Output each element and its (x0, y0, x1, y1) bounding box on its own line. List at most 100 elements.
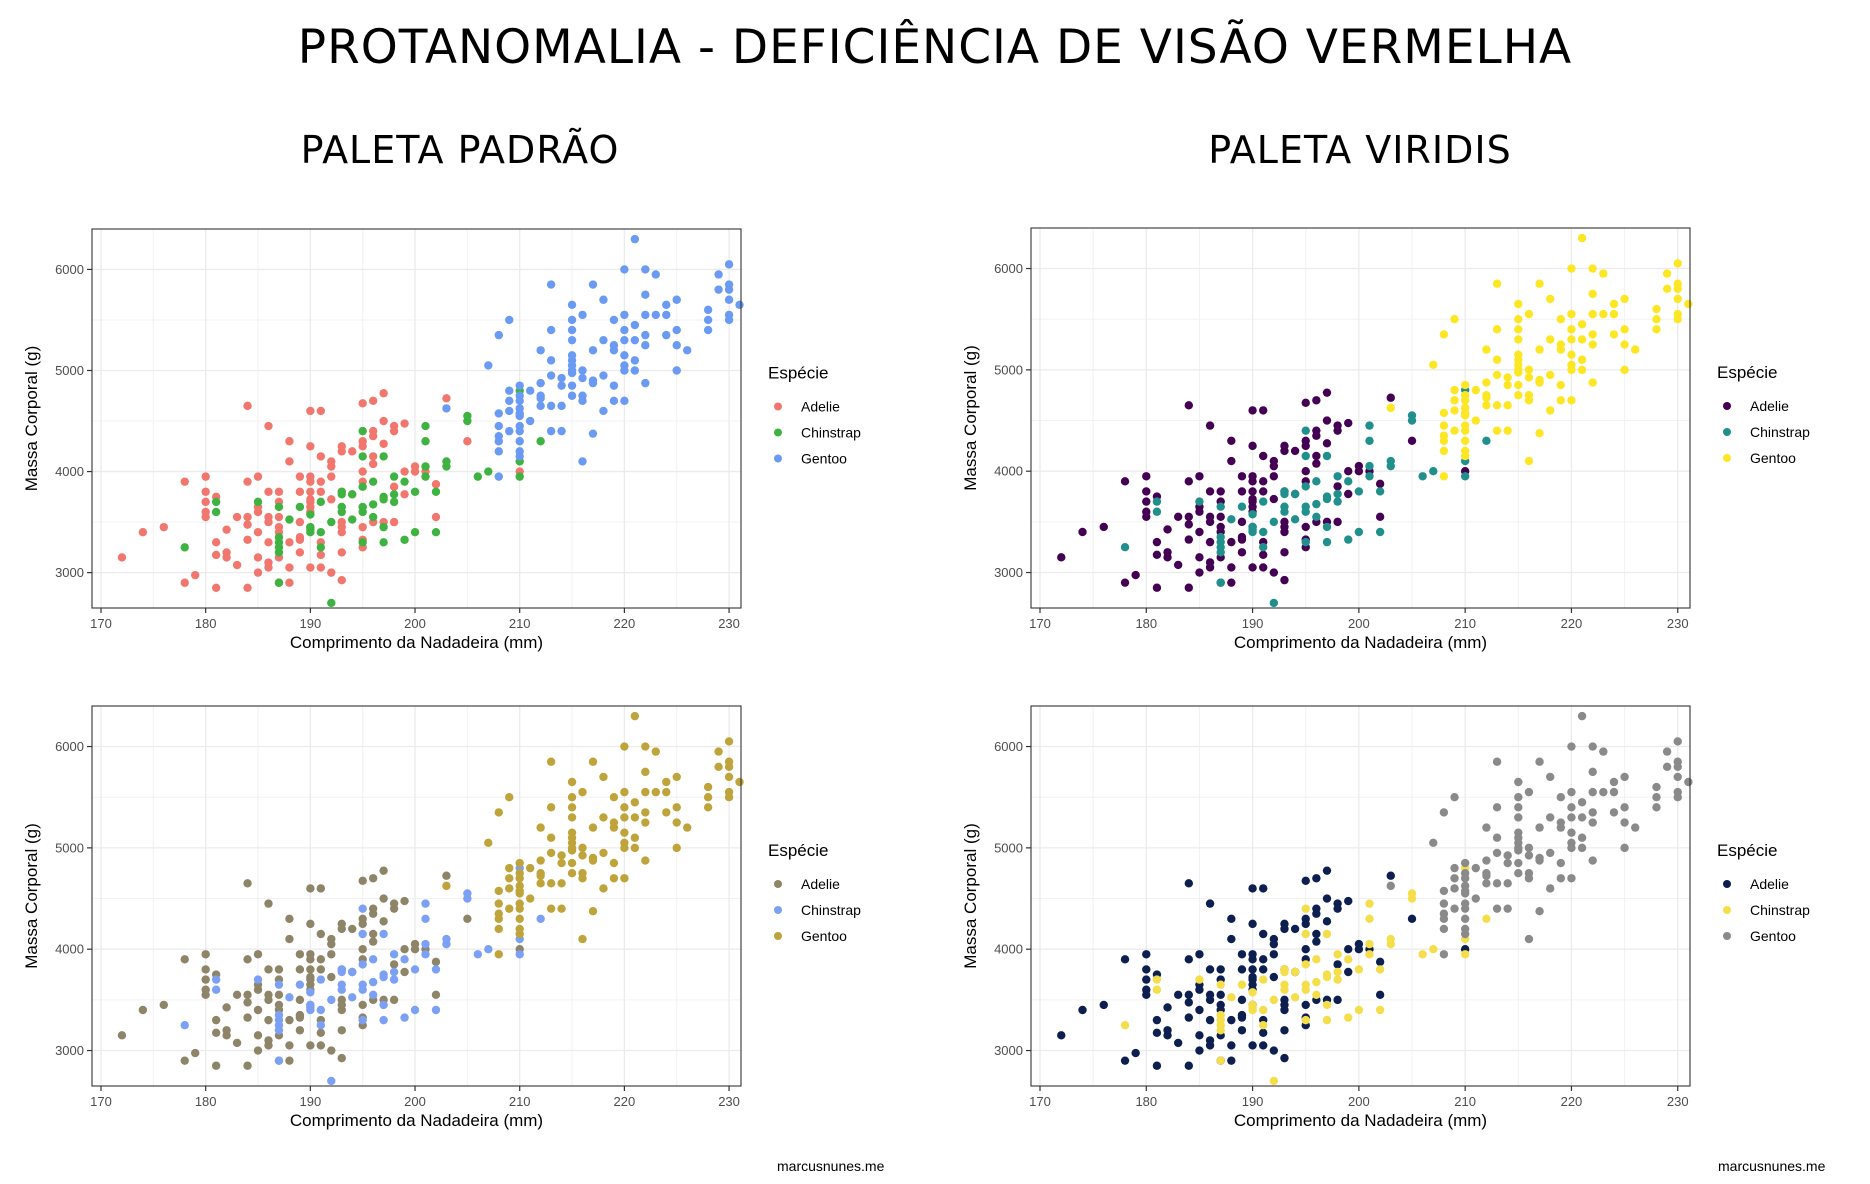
data-point-gentoo (557, 401, 566, 411)
panel-border (1030, 705, 1691, 1087)
data-point-chinstrap (1301, 904, 1310, 913)
data-point-gentoo (641, 341, 650, 350)
data-point-chinstrap (473, 950, 483, 959)
data-point-gentoo (599, 772, 608, 782)
data-point-chinstrap (1322, 929, 1332, 939)
data-point-gentoo (515, 426, 524, 436)
data-point-gentoo (525, 863, 535, 873)
data-point-adelie (285, 457, 294, 466)
data-point-adelie (285, 1056, 294, 1065)
data-point-adelie (1142, 990, 1151, 999)
data-point-chinstrap (1227, 515, 1236, 524)
legend-label-chinstrap: Chinstrap (801, 425, 861, 441)
data-point-adelie (1312, 431, 1321, 440)
data-point-gentoo (724, 762, 734, 771)
data-point-chinstrap (515, 472, 524, 481)
data-point-gentoo (1514, 793, 1523, 802)
data-point-chinstrap (1365, 950, 1374, 959)
data-point-chinstrap (1354, 487, 1364, 496)
data-point-adelie (1152, 1028, 1162, 1037)
data-point-adelie (1290, 446, 1300, 456)
data-point-adelie (222, 525, 231, 534)
data-point-adelie (1227, 578, 1236, 587)
data-point-adelie (1078, 1005, 1087, 1015)
x-tick-label: 170 (1029, 1094, 1051, 1109)
data-point-chinstrap (536, 914, 545, 923)
data-point-gentoo (546, 356, 556, 365)
data-point-adelie (274, 965, 284, 974)
data-point-chinstrap (1259, 1005, 1268, 1015)
data-point-adelie (1142, 512, 1151, 521)
x-tick-label: 210 (509, 1094, 531, 1109)
data-point-adelie (1280, 575, 1289, 585)
data-point-gentoo (1429, 838, 1438, 847)
data-point-chinstrap (389, 490, 399, 499)
data-point-adelie (201, 472, 210, 481)
data-point-gentoo (1450, 904, 1459, 913)
data-point-gentoo (1492, 401, 1502, 410)
data-point-gentoo (1652, 304, 1661, 314)
data-point-adelie (327, 972, 336, 982)
legend-label-chinstrap: Chinstrap (1750, 902, 1810, 918)
data-point-adelie (358, 876, 367, 885)
data-point-gentoo (630, 843, 640, 853)
data-point-adelie (1333, 904, 1342, 913)
data-point-gentoo (1556, 793, 1566, 802)
data-point-chinstrap (1195, 975, 1204, 984)
scatter-viridis-protan: 170 180 190 200 210 220 230 3000 4000 5000 6000 Com… (961, 705, 1810, 1130)
data-point-gentoo (557, 858, 566, 868)
data-point-adelie (1248, 563, 1257, 572)
data-point-adelie (222, 1003, 231, 1012)
data-point-gentoo (546, 833, 556, 842)
data-point-chinstrap (1429, 945, 1438, 954)
data-point-chinstrap (1365, 914, 1374, 923)
data-point-chinstrap (410, 965, 420, 974)
data-point-adelie (327, 1046, 336, 1055)
data-point-gentoo (546, 325, 556, 335)
data-point-gentoo (1545, 335, 1555, 344)
data-point-adelie (253, 472, 263, 481)
data-point-gentoo (641, 378, 650, 388)
data-point-adelie (1301, 919, 1310, 929)
data-point-adelie (337, 924, 346, 934)
data-point-adelie (1120, 477, 1130, 486)
data-point-adelie (1280, 924, 1289, 934)
data-point-chinstrap (1312, 990, 1321, 999)
data-point-chinstrap (1269, 517, 1279, 527)
data-point-gentoo (546, 904, 556, 913)
data-point-adelie (1237, 1026, 1247, 1035)
data-point-adelie (295, 995, 305, 1005)
data-point-adelie (264, 517, 273, 527)
data-point-adelie (1205, 965, 1215, 974)
data-point-adelie (358, 919, 367, 929)
data-point-adelie (1237, 517, 1247, 527)
data-point-chinstrap (358, 904, 367, 913)
data-point-chinstrap (431, 487, 441, 496)
data-point-gentoo (609, 315, 619, 325)
data-point-gentoo (630, 711, 640, 721)
data-point-gentoo (1545, 406, 1555, 415)
data-point-gentoo (1588, 742, 1597, 751)
data-point-adelie (1237, 535, 1247, 544)
data-point-adelie (232, 560, 242, 570)
data-point-adelie (243, 955, 252, 964)
data-point-gentoo (1652, 315, 1661, 324)
data-point-chinstrap (211, 497, 221, 507)
data-point-chinstrap (1280, 507, 1289, 516)
data-point-chinstrap (1322, 1000, 1332, 1010)
data-point-gentoo (682, 346, 692, 355)
data-point-chinstrap (358, 452, 367, 461)
data-point-gentoo (672, 843, 681, 853)
data-point-adelie (1173, 1038, 1183, 1048)
data-point-gentoo (1450, 884, 1459, 893)
data-point-adelie (306, 955, 315, 964)
data-point-gentoo (546, 879, 556, 888)
data-point-chinstrap (389, 472, 399, 481)
data-point-chinstrap (1375, 1005, 1385, 1015)
data-point-gentoo (1545, 848, 1555, 858)
data-point-adelie (264, 965, 273, 974)
data-point-chinstrap (379, 972, 388, 982)
data-point-gentoo (1514, 803, 1523, 812)
data-point-gentoo (578, 934, 587, 944)
data-point-adelie (1216, 487, 1225, 496)
